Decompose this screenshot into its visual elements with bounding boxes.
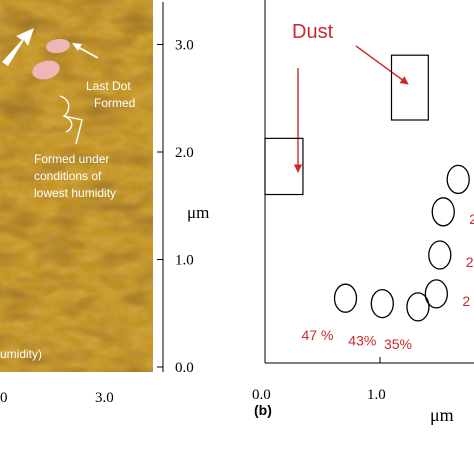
panel-b-x-unit: μm [430,405,454,425]
droplet-marker [428,240,452,270]
afm-texture [0,0,153,372]
label-formed-1: Formed under [34,152,109,166]
label-formed-2: conditions of [34,169,102,183]
humidity-label: 35% [384,336,412,352]
panel-a-y-tick-label: 0.0 [175,360,194,376]
dust-boxes [264,54,429,196]
humidity-label: 2 [466,254,474,270]
dust-box [264,137,304,196]
panel-a-y-tick-label: 1.0 [175,253,194,269]
droplet-markers [333,164,470,322]
droplet-marker [424,279,449,309]
label-last-dot-2: Formed [94,96,135,110]
humidity-label: 43% [348,333,376,349]
humidity-label: 2 [462,293,470,309]
humidity-brace [59,95,83,145]
dot-second [32,60,60,80]
white-arrow [2,28,34,66]
droplet-marker [370,288,394,319]
humidity-label: 2 [469,211,474,227]
panel-a-x-tick-0: 0 [0,390,8,406]
panel-a-y-ticks: 0.0 1.0 2.0 3.0 [157,38,194,376]
panel-b-x-tick-0: 0.0 [252,387,271,403]
panel-a: Last Dot Formed Formed under conditions … [0,0,209,474]
panel-a-x-tick-1: 3.0 [95,390,114,406]
panel-a-bottom-margin [0,372,153,474]
dust-box [390,54,429,121]
panel-b-label: (b) [254,402,272,418]
panel-b: Dust 47 % 43% 35% 2 2 2 (b) 0.0 1.0 μm [252,0,474,425]
dust-arrow-right [355,45,409,85]
last-dot-arrowhead [72,43,82,51]
panel-a-y-tick-label: 3.0 [175,38,194,54]
panel-a-y-unit: μm [187,203,209,222]
droplet-marker [446,164,470,195]
humidity-labels: 47 % 43% 35% 2 2 2 [302,211,474,352]
dust-label: Dust [292,21,334,43]
panel-a-y-tick-label: 2.0 [175,145,194,161]
dot-last-formed [46,38,70,54]
humidity-label: 47 % [302,327,334,343]
panel-b-x-tick-1: 1.0 [367,387,386,403]
droplet-marker [333,283,358,313]
label-last-dot-1: Last Dot [86,79,131,93]
label-formed-3: lowest humidity [34,186,116,200]
label-humidity: umidity) [0,347,42,361]
droplet-marker [406,292,430,322]
droplet-marker [431,197,455,227]
